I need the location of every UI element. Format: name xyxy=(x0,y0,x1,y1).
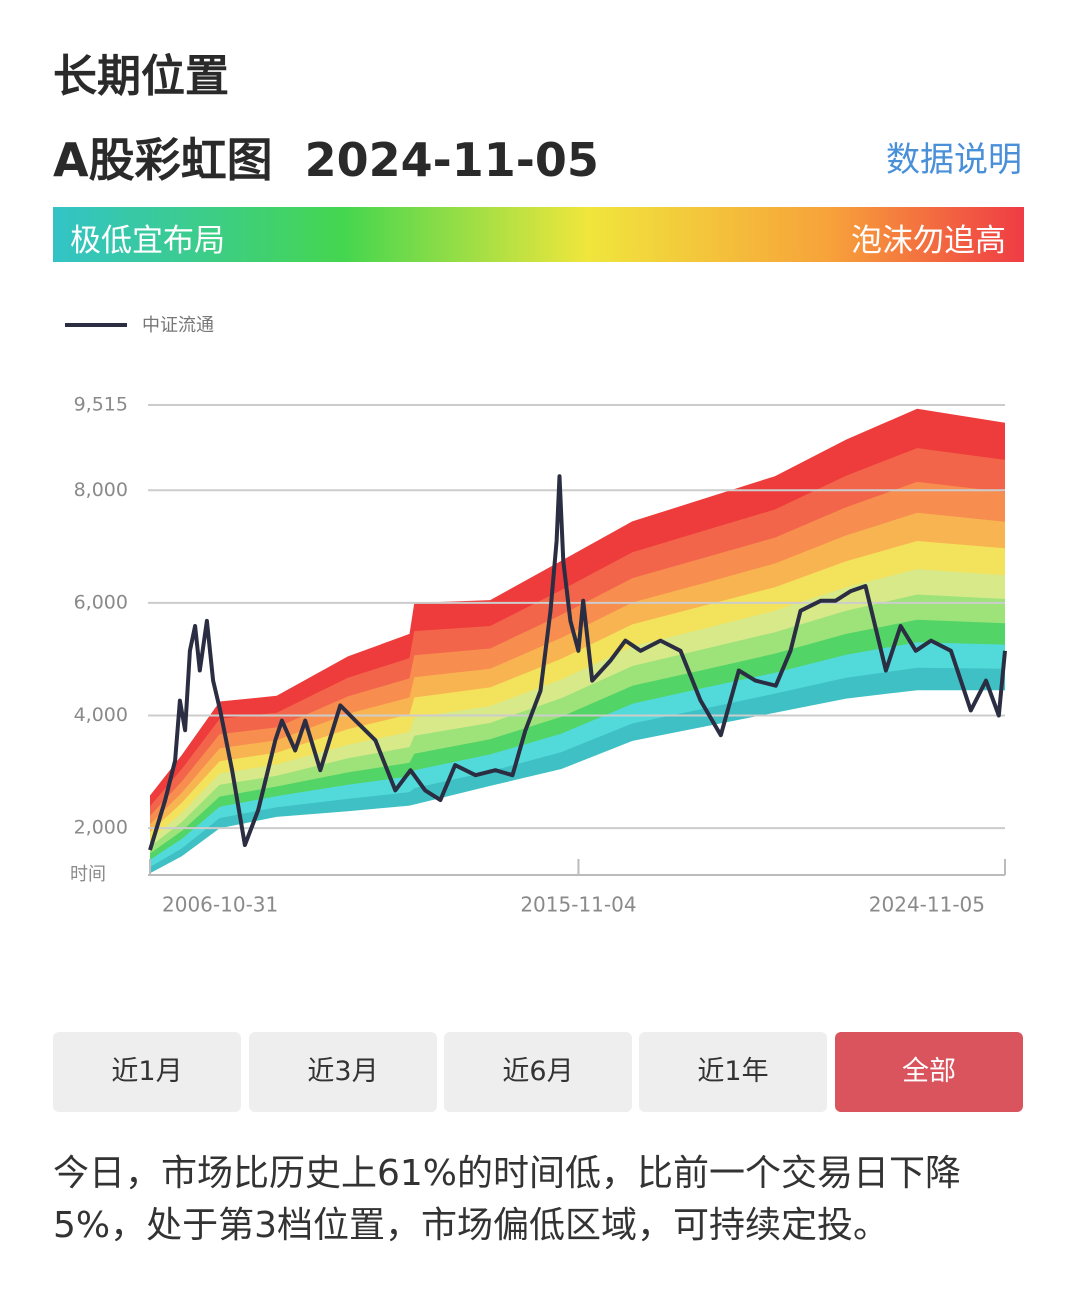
x-tick-label: 2015-11-04 xyxy=(520,893,636,917)
data-note-link[interactable]: 数据说明 xyxy=(886,140,1022,180)
legend-label: 中证流通 xyxy=(142,315,214,336)
subtitle: A股彩虹图 xyxy=(53,133,273,187)
y-tick-label: 6,000 xyxy=(74,591,128,613)
summary-text: 今日，市场比历史上61%的时间低，比前一个交易日下降5%，处于第3档位置，市场偏… xyxy=(53,1153,962,1246)
page-title: 长期位置 xyxy=(53,51,229,102)
range-button[interactable]: 近6月 xyxy=(444,1032,632,1112)
range-button[interactable]: 近1月 xyxy=(53,1032,241,1112)
date: 2024-11-05 xyxy=(304,133,599,187)
chart: 2,000 4,000 6,000 8,000 9,515 时间 2006-10-31 201… xyxy=(65,315,1007,917)
high-label: 泡沫勿追高 xyxy=(851,223,1006,259)
y-tick-label: 2,000 xyxy=(74,817,128,839)
x-tick-label: 2024-11-05 xyxy=(869,893,985,917)
range-button[interactable]: 全部 xyxy=(835,1032,1023,1112)
range-button[interactable]: 近1年 xyxy=(639,1032,827,1112)
scale-bar: 极低宜布局 泡沫勿追高 xyxy=(53,207,1024,262)
x-tick-label: 2006-10-31 xyxy=(162,893,278,917)
low-label: 极低宜布局 xyxy=(70,223,225,259)
y-tick-label: 9,515 xyxy=(74,394,128,416)
x-axis-label: 时间 xyxy=(70,864,106,885)
y-tick-label: 8,000 xyxy=(74,479,128,501)
chart-heading: A股彩虹图 2024-11-05 xyxy=(53,124,599,190)
range-button[interactable]: 近3月 xyxy=(249,1032,437,1112)
y-tick-label: 4,000 xyxy=(74,704,128,726)
line xyxy=(148,474,1007,851)
